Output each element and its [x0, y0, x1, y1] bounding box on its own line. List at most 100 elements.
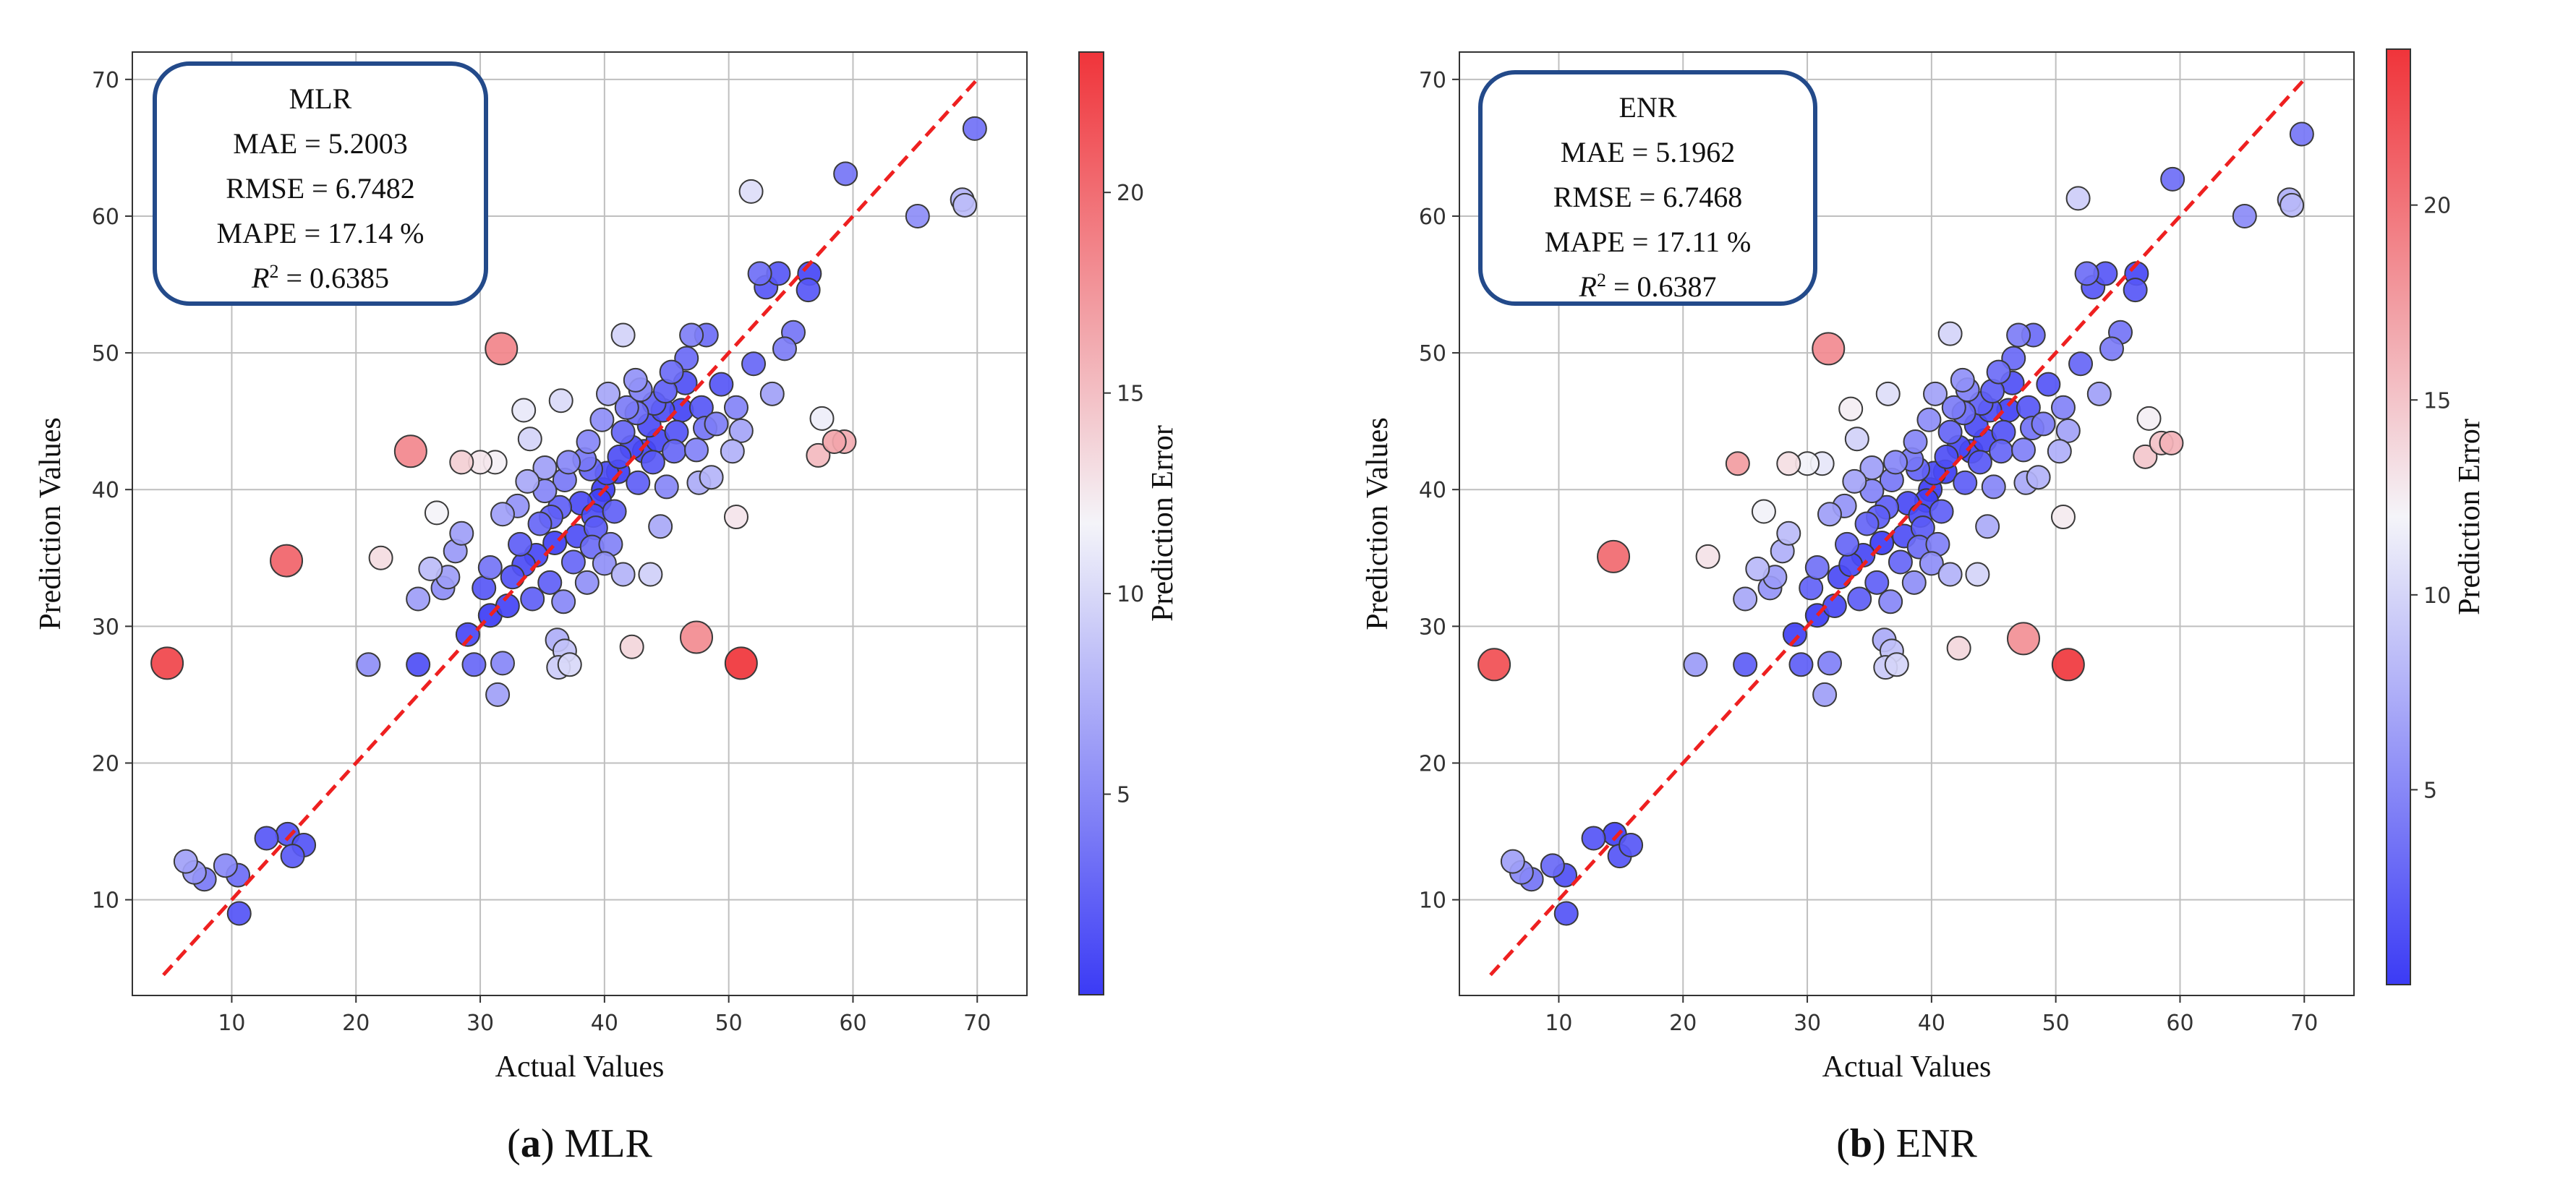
- data-point: [2068, 351, 2094, 377]
- colorbar-tick-label: 20: [1117, 181, 1144, 206]
- data-point: [724, 646, 758, 680]
- data-point: [508, 531, 533, 557]
- x-axis-label: Actual Values: [495, 1050, 665, 1084]
- metrics-model: ENR: [1619, 91, 1677, 124]
- data-point: [532, 455, 558, 480]
- data-point: [1919, 551, 1944, 576]
- data-point: [589, 407, 615, 432]
- data-point: [2133, 444, 2158, 469]
- data-point: [2279, 192, 2305, 218]
- data-point: [796, 278, 821, 303]
- data-point: [952, 192, 978, 218]
- data-point: [2160, 166, 2185, 192]
- data-point: [1864, 570, 1890, 595]
- data-point: [1859, 455, 1885, 480]
- data-point: [1477, 648, 1511, 682]
- metrics-rmse: RMSE = 6.7482: [226, 172, 414, 205]
- data-point: [517, 427, 542, 452]
- data-point: [2289, 121, 2314, 147]
- data-point: [280, 844, 305, 869]
- x-tick-label: 60: [839, 1011, 866, 1036]
- data-point: [576, 429, 601, 455]
- data-point: [511, 398, 537, 423]
- data-point: [1923, 381, 1948, 406]
- data-point: [1597, 539, 1631, 573]
- data-point: [772, 336, 797, 361]
- metrics-r2: R2 = 0.6385: [251, 261, 389, 295]
- data-point: [596, 381, 621, 406]
- data-point: [640, 450, 665, 475]
- panel-caption-text: ENR: [1886, 1121, 1978, 1166]
- data-point: [1883, 450, 1908, 475]
- data-point: [2159, 430, 2184, 455]
- x-tick-label: 40: [1918, 1011, 1945, 1036]
- y-axis-label: Prediction Values: [34, 417, 67, 630]
- data-point: [1888, 549, 1913, 575]
- data-point: [2051, 648, 2085, 682]
- data-point: [619, 634, 644, 659]
- data-point: [515, 468, 540, 494]
- x-tick-label: 10: [218, 1011, 245, 1036]
- y-tick-label: 20: [1419, 751, 1446, 776]
- metrics-box: MLR MAE = 5.2003 RMSE = 6.7482 MAPE = 17…: [153, 61, 488, 306]
- data-point: [610, 562, 636, 587]
- data-point: [1725, 451, 1750, 476]
- data-point: [1733, 586, 1758, 612]
- data-point: [449, 450, 474, 475]
- data-point: [356, 652, 381, 677]
- x-axis-label: Actual Values: [1822, 1050, 1992, 1084]
- colorbar-tick-label: 15: [2423, 388, 2451, 414]
- colorbar-ticks: 5 10 15 20: [1104, 181, 1144, 808]
- colorbar-label: Prediction Error: [1146, 425, 1180, 622]
- colorbar-tick-label: 10: [2423, 583, 2451, 609]
- colorbar-tick-label: 10: [1117, 582, 1144, 607]
- data-point: [659, 359, 684, 385]
- data-point: [557, 652, 582, 677]
- data-point: [173, 849, 198, 874]
- data-point: [623, 367, 648, 393]
- data-point: [520, 586, 545, 612]
- data-point: [1878, 589, 1903, 614]
- data-point: [2006, 622, 2040, 656]
- metrics-r2: R2 = 0.6387: [1579, 270, 1717, 304]
- data-point: [1901, 570, 1927, 595]
- metrics-r2-value: = 0.6387: [1606, 270, 1717, 303]
- y-tick-label: 30: [92, 614, 119, 640]
- metrics-box-border: [1478, 70, 1817, 306]
- data-point: [822, 429, 847, 455]
- data-point: [614, 395, 639, 420]
- y-tick-label: 40: [1419, 478, 1446, 503]
- data-point: [490, 502, 515, 527]
- data-point: [1847, 586, 1872, 612]
- colorbar-tick-label: 5: [1117, 783, 1130, 808]
- data-point: [1804, 555, 1830, 581]
- data-point: [704, 411, 729, 437]
- metrics-box: ENR MAE = 5.1962 RMSE = 6.7468 MAPE = 17…: [1478, 70, 1817, 306]
- data-point: [2099, 336, 2124, 361]
- data-point: [610, 419, 636, 445]
- colorbar-tick-label: 5: [2423, 778, 2437, 803]
- data-point: [500, 565, 525, 590]
- data-point: [738, 179, 764, 204]
- data-point: [1937, 562, 1963, 587]
- data-point: [1946, 635, 1971, 661]
- metrics-mape: MAPE = 17.11 %: [1545, 226, 1752, 258]
- data-point: [1835, 531, 1860, 557]
- metrics-mape: MAPE = 17.14 %: [216, 217, 424, 249]
- data-point: [905, 203, 930, 228]
- metrics-model: MLR: [289, 82, 352, 115]
- data-point: [1553, 901, 1579, 926]
- data-point: [1745, 556, 1770, 581]
- data-point: [592, 551, 617, 576]
- data-point: [254, 826, 279, 851]
- data-point: [1788, 652, 1814, 677]
- data-point: [1916, 407, 1942, 432]
- metrics-box-border: [153, 61, 488, 306]
- colorbar: [2386, 48, 2411, 985]
- data-point: [406, 586, 431, 612]
- data-point: [226, 901, 252, 926]
- x-tick-label: 20: [1669, 1011, 1697, 1036]
- data-point: [1941, 395, 1966, 420]
- y-tick-label: 10: [92, 888, 119, 914]
- panel-letter: a: [521, 1121, 541, 1166]
